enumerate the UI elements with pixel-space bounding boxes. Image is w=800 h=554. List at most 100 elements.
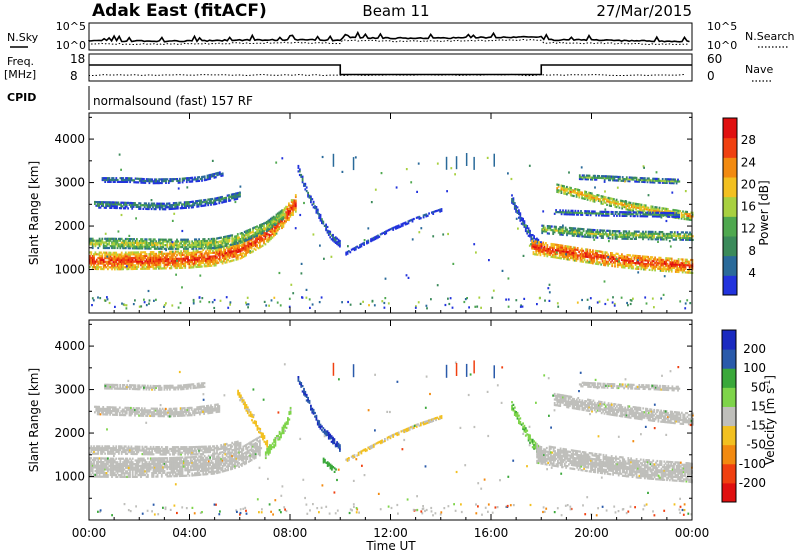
power-cell-11 (677, 180, 679, 183)
power-cell-7 (583, 259, 586, 262)
power-cell-1 (90, 243, 93, 246)
power-cell-7 (601, 254, 604, 257)
power-cell-3 (137, 177, 140, 180)
power-cell-8 (662, 238, 665, 241)
velocity-scatter-cells (89, 360, 694, 517)
power-cell-1 (195, 247, 198, 250)
power-cell-1 (227, 238, 229, 241)
power-cell-9 (628, 207, 630, 210)
power-cell-9 (677, 209, 680, 212)
power-cell-0 (90, 253, 93, 256)
power-cell-1 (113, 246, 116, 250)
power-cell-0 (131, 256, 134, 260)
power-cell-0 (174, 252, 177, 255)
power-cell-8 (599, 234, 602, 237)
power-cell-1 (111, 246, 113, 250)
power-cell-0 (227, 251, 229, 254)
power-cell-2 (153, 202, 156, 205)
power-cell-11 (609, 175, 612, 178)
power-cell-7 (661, 258, 663, 261)
power-cell-8 (678, 233, 680, 236)
power-cell-10 (587, 213, 589, 217)
power-cell-1 (183, 247, 185, 250)
power-cell-9 (613, 198, 615, 201)
power-cell-9 (614, 203, 617, 207)
velocity-cell-0 (95, 466, 98, 469)
power-cell-0 (247, 239, 250, 243)
power-cell-8 (651, 234, 654, 237)
power-cell-9 (557, 191, 560, 194)
power-cell-5 (419, 217, 422, 220)
power-cell-3 (129, 180, 131, 184)
power-cell-1 (270, 217, 272, 220)
power-sparse-cell (373, 304, 376, 307)
power-cell-11 (670, 180, 672, 183)
power-cell-2 (168, 207, 171, 211)
power-cell-0 (153, 263, 156, 266)
power-cell-7 (654, 258, 656, 261)
velocity-cell-0 (101, 471, 104, 475)
power-cell-1 (271, 224, 274, 227)
power-cell-7 (592, 258, 594, 261)
power-cell-10 (621, 211, 624, 214)
power-cell-9 (586, 196, 589, 199)
power-cell-8 (606, 233, 608, 236)
power-cell-0 (116, 262, 119, 265)
power-cell-5 (404, 223, 407, 226)
power-cell-7 (560, 248, 562, 251)
power-cell-0 (279, 224, 282, 227)
power-cell-9 (597, 198, 600, 201)
power-cell-2 (120, 205, 123, 208)
power-cell-8 (650, 236, 653, 239)
power-cell-0 (107, 253, 109, 256)
power-cell-1 (163, 240, 166, 243)
power-cell-5 (353, 247, 356, 250)
power-cell-0 (243, 242, 246, 245)
power-cell-7 (670, 266, 673, 269)
power-cell-0 (217, 254, 220, 257)
power-cell-9 (672, 208, 675, 212)
power-cell-4 (334, 238, 337, 241)
power-cell-0 (191, 259, 194, 262)
power-cell-1 (249, 237, 252, 240)
power-cell-9 (632, 209, 635, 212)
power-cell-0 (195, 260, 198, 263)
power-cell-1 (202, 243, 205, 246)
power-cell-9 (570, 186, 572, 190)
power-cell-8 (600, 236, 603, 239)
power-cell-0 (207, 264, 210, 267)
power-cell-0 (196, 251, 199, 254)
power-cell-11 (641, 178, 643, 182)
power-cell-11 (598, 175, 601, 178)
power-cell-7 (622, 266, 625, 269)
power-cell-0 (118, 257, 120, 260)
power-cell-9 (574, 188, 577, 191)
power-cell-8 (557, 227, 560, 230)
power-cell-2 (98, 206, 100, 209)
power-cell-1 (178, 245, 181, 249)
power-cell-0 (133, 251, 135, 254)
power-colorbar-tick-5: 24 (741, 155, 756, 169)
power-cell-0 (221, 255, 224, 258)
power-cell-11 (612, 177, 614, 180)
power-cell-1 (268, 222, 271, 225)
power-cell-8 (614, 231, 617, 235)
power-cell-0 (91, 258, 94, 261)
power-cell-1 (178, 242, 181, 245)
power-cell-7 (571, 249, 574, 252)
power-cell-1 (268, 226, 271, 229)
power-cell-1 (116, 243, 119, 246)
power-cell-1 (206, 243, 209, 246)
power-cell-1 (177, 240, 180, 243)
power-cell-0 (238, 254, 240, 257)
power-cell-0 (109, 266, 112, 269)
power-cell-1 (166, 240, 169, 243)
power-cell-1 (145, 240, 148, 243)
power-cell-9 (684, 210, 687, 213)
power-cell-0 (115, 257, 118, 260)
power-cell-0 (245, 254, 247, 257)
power-cell-8 (629, 234, 632, 237)
power-cell-3 (129, 179, 131, 182)
power-cell-1 (91, 237, 94, 240)
power-cell-8 (680, 238, 683, 241)
